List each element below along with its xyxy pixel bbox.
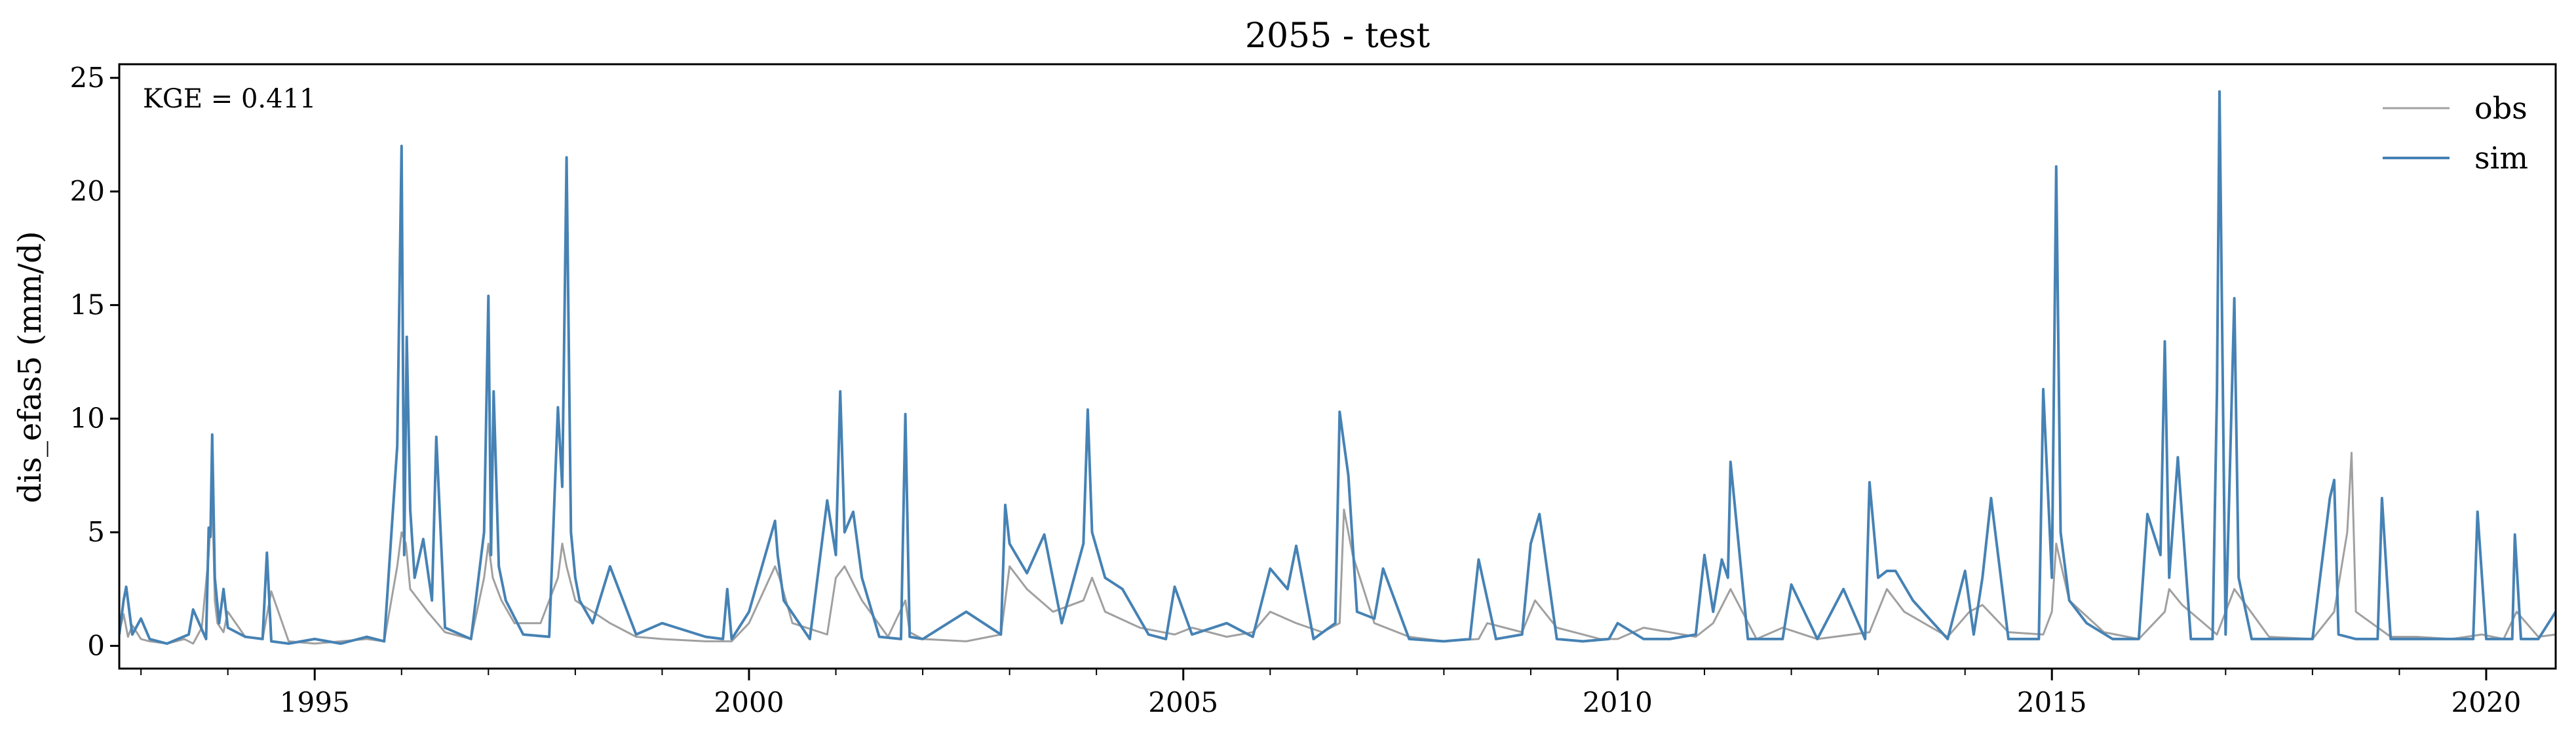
x-axis-ticks: 1995 2000 2005 2010 2015 2020: [140, 669, 2522, 718]
y-tick-label: 0: [87, 629, 105, 661]
y-axis-ticks: 0 5 10 15 20 25: [70, 62, 119, 661]
x-tick-label: 2015: [2017, 686, 2087, 718]
legend-label-obs: obs: [2474, 90, 2528, 126]
y-tick-label: 5: [87, 516, 105, 548]
x-tick-label: 1995: [280, 686, 350, 718]
x-tick-label: 2005: [1148, 686, 1218, 718]
y-axis-label: dis_efas5 (mm/d): [12, 231, 48, 503]
plot-frame: [118, 63, 2557, 670]
y-tick-label: 10: [70, 402, 105, 435]
x-tick-label: 2020: [2451, 686, 2522, 718]
series-layer: [119, 90, 2556, 645]
y-tick-label: 15: [70, 288, 105, 321]
legend-label-sim: sim: [2474, 140, 2528, 176]
legend: obs sim: [2383, 90, 2528, 176]
x-tick-label: 2000: [714, 686, 784, 718]
y-tick-label: 20: [70, 175, 105, 207]
chart-title: 2055 - test: [1245, 16, 1430, 56]
kge-annotation: KGE = 0.411: [143, 84, 317, 114]
y-tick-label: 25: [70, 62, 105, 94]
x-tick-label: 2010: [1583, 686, 1653, 718]
series-line-sim: [119, 90, 2556, 645]
